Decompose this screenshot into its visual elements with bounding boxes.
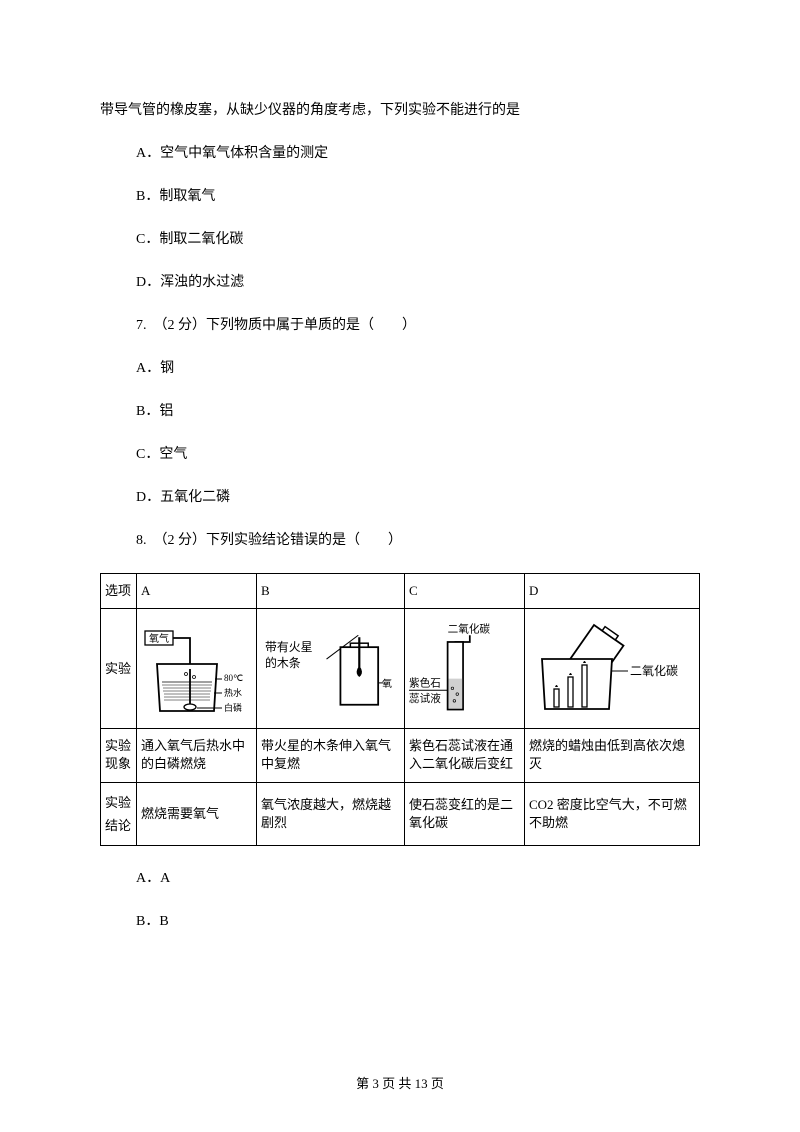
- diagram-d-label-co2: 二氧化碳: [630, 664, 678, 678]
- page-footer: 第 3 页 共 13 页: [0, 1073, 800, 1092]
- q7-option-b: B．铝: [100, 401, 700, 422]
- phen-a: 通入氧气后热水中的白磷燃烧: [137, 729, 257, 782]
- diagram-b-label-oxy: 氧: [382, 677, 392, 690]
- question-intro: 带导气管的橡皮塞，从缺少仪器的角度考虑，下列实验不能进行的是: [100, 100, 700, 121]
- diagram-cell-c: 二氧化碳 紫色石 蕊试液: [405, 609, 525, 729]
- header-d: D: [525, 574, 700, 609]
- conclusion-label-text: 实验结论: [105, 791, 132, 838]
- header-b: B: [257, 574, 405, 609]
- diagram-cell-b: 带有火星 的木条 氧: [257, 609, 405, 729]
- q7-option-c: C．空气: [100, 444, 700, 465]
- q8-stem: 8. （2 分）下列实验结论错误的是（ ）: [100, 530, 700, 551]
- q6-option-c: C．制取二氧化碳: [100, 229, 700, 250]
- header-a: A: [137, 574, 257, 609]
- q7-stem: 7. （2 分）下列物质中属于单质的是（ ）: [100, 315, 700, 336]
- diagram-c-label-litmus1: 紫色石: [409, 676, 441, 689]
- diagram-c-label-co2: 二氧化碳: [448, 622, 491, 635]
- table-conclusion-row: 实验结论 燃烧需要氧气 氧气浓度越大，燃烧越剧烈 使石蕊变红的是二氧化碳 CO2…: [101, 782, 700, 846]
- table-phenomenon-row: 实验现象 通入氧气后热水中的白磷燃烧 带火星的木条伸入氧气中复燃 紫色石蕊试液在…: [101, 729, 700, 782]
- row-label-experiment: 实验: [101, 609, 137, 729]
- conc-a: 燃烧需要氧气: [137, 782, 257, 846]
- diagram-cell-d: 二氧化碳: [525, 609, 700, 729]
- q7-option-a: A．钢: [100, 358, 700, 379]
- diagram-b: 带有火星 的木条 氧: [261, 613, 400, 724]
- phen-b: 带火星的木条伸入氧气中复燃: [257, 729, 405, 782]
- diagram-a: 氧气 80℃ 热水: [141, 613, 252, 724]
- diagram-a-label-phos: 白磷: [224, 702, 242, 713]
- row-label-phenomenon: 实验现象: [101, 729, 137, 782]
- header-select: 选项: [101, 574, 137, 609]
- diagram-a-label-oxygen: 氧气: [149, 632, 169, 645]
- header-c: C: [405, 574, 525, 609]
- diagram-cell-a: 氧气 80℃ 热水: [137, 609, 257, 729]
- diagram-a-label-water: 热水: [224, 687, 242, 698]
- experiment-table: 选项 A B C D 实验 氧气: [100, 573, 700, 846]
- diagram-b-label1: 带有火星: [265, 640, 313, 654]
- experiment-label-text: 实验: [105, 657, 132, 680]
- q6-option-b: B．制取氧气: [100, 186, 700, 207]
- diagram-b-label2: 的木条: [265, 656, 301, 670]
- table-experiment-row: 实验 氧气: [101, 609, 700, 729]
- row-label-conclusion: 实验结论: [101, 782, 137, 846]
- diagram-a-label-temp: 80℃: [224, 673, 243, 683]
- q8-option-b: B．B: [100, 911, 700, 932]
- q8-option-a: A．A: [100, 868, 700, 889]
- conc-b: 氧气浓度越大，燃烧越剧烈: [257, 782, 405, 846]
- diagram-c: 二氧化碳 紫色石 蕊试液: [409, 613, 520, 724]
- table-header-row: 选项 A B C D: [101, 574, 700, 609]
- conc-d: CO2 密度比空气大，不可燃不助燃: [525, 782, 700, 846]
- conc-c: 使石蕊变红的是二氧化碳: [405, 782, 525, 846]
- phen-d: 燃烧的蜡烛由低到高依次熄灭: [525, 729, 700, 782]
- q6-option-a: A．空气中氧气体积含量的测定: [100, 143, 700, 164]
- q7-option-d: D．五氧化二磷: [100, 487, 700, 508]
- diagram-c-label-litmus2: 蕊试液: [409, 692, 441, 705]
- q6-option-d: D．浑浊的水过滤: [100, 272, 700, 293]
- phen-c: 紫色石蕊试液在通入二氧化碳后变红: [405, 729, 525, 782]
- diagram-d: 二氧化碳: [529, 613, 695, 724]
